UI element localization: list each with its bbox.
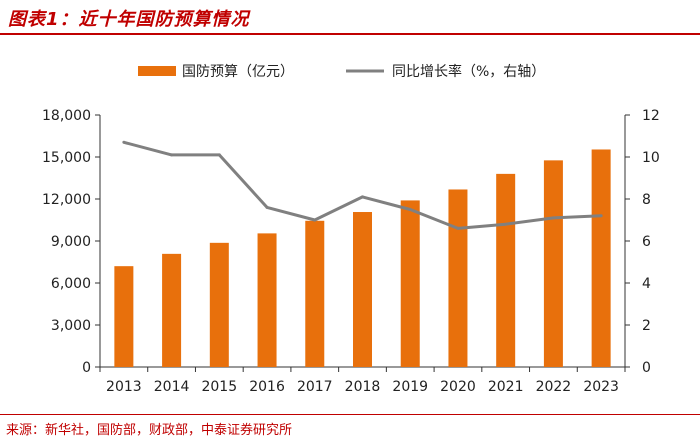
x-tick-label: 2022 (536, 379, 572, 395)
line-point (265, 205, 269, 209)
legend-bar-swatch (138, 66, 176, 76)
line-point (313, 218, 317, 222)
y-left-tick-label: 18,000 (42, 108, 91, 124)
chart-title: 图表1：近十年国防预算情况 (8, 9, 250, 30)
chart: 国防预算（亿元） 同比增长率（%，右轴） 0 3,000 6,000 9,000 12,… (42, 63, 660, 395)
y-right-tick-label: 6 (642, 234, 651, 250)
bar (496, 173, 516, 367)
y-right-tick-label: 10 (642, 150, 660, 166)
y-left-tick-label: 6,000 (51, 276, 91, 292)
y-right-tick-label: 4 (642, 276, 651, 292)
y-left-tick-label: 9,000 (51, 234, 91, 250)
y-left-tick-label: 3,000 (51, 318, 91, 334)
y-right-tick-label: 8 (642, 192, 651, 208)
bar (257, 233, 277, 367)
bar (543, 160, 563, 367)
x-tick-label: 2015 (201, 379, 237, 395)
bar (209, 242, 229, 367)
line-series (122, 140, 603, 230)
y-right-tick-label: 0 (642, 360, 651, 376)
y-left-tick-label: 12,000 (42, 192, 91, 208)
footer-rule (0, 414, 700, 415)
legend-bar-label: 国防预算（亿元） (182, 64, 294, 80)
x-tick-label: 2018 (345, 379, 381, 395)
bar (114, 266, 134, 367)
line-point (217, 153, 221, 157)
line-point (408, 208, 412, 211)
y-left-tick-label: 0 (82, 360, 91, 376)
line-point (361, 195, 364, 199)
x-tick-label: 2021 (488, 379, 524, 395)
legend: 国防预算（亿元） 同比增长率（%，右轴） (138, 63, 545, 80)
x-tick-label: 2014 (154, 379, 190, 395)
line-point (551, 216, 555, 220)
y-left-tick-label: 15,000 (42, 150, 91, 166)
x-tick-label: 2017 (297, 379, 333, 395)
axes: 0 3,000 6,000 9,000 12,000 15,000 18,000 0 2 4 6 8 1… (42, 108, 660, 395)
bar (162, 253, 182, 367)
bar (400, 200, 420, 367)
bar (448, 189, 468, 367)
line-point (599, 214, 603, 218)
bar (353, 212, 372, 367)
x-tick-label: 2013 (106, 379, 142, 395)
x-tick-label: 2016 (249, 379, 285, 395)
line-point (122, 140, 126, 144)
bar (591, 149, 611, 367)
title-rule (0, 33, 700, 35)
line-point (170, 153, 174, 157)
line-point (504, 222, 508, 226)
bar (305, 220, 325, 367)
x-tick-label: 2023 (583, 379, 619, 395)
y-right-tick-label: 2 (642, 318, 651, 334)
x-tick-label: 2019 (392, 379, 428, 395)
x-tick-label: 2020 (440, 379, 476, 395)
source-note: 来源：新华社，国防部，财政部，中泰证券研究所 (6, 423, 293, 438)
bar-series (114, 149, 611, 367)
y-right-tick-label: 12 (642, 108, 660, 124)
line-point (456, 226, 460, 230)
legend-line-label: 同比增长率（%，右轴） (392, 63, 545, 80)
